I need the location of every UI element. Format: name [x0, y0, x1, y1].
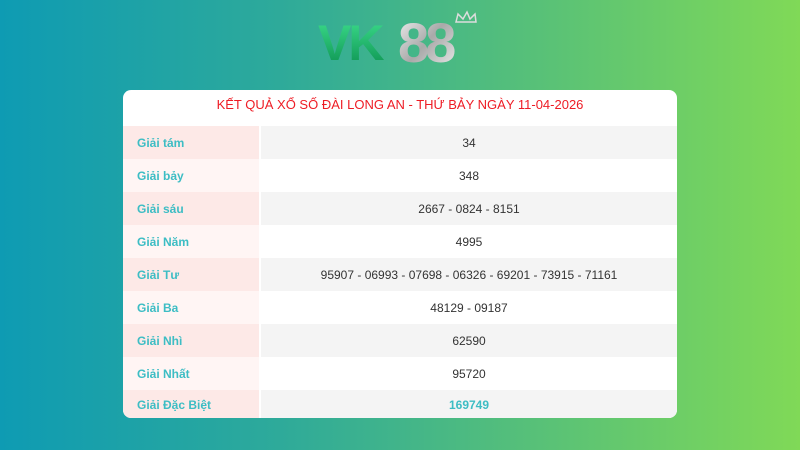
table-row: Giải Nhì 62590 [123, 324, 677, 357]
table-title: KẾT QUẢ XỔ SỐ ĐÀI LONG AN - THỨ BẢY NGÀY… [216, 97, 584, 112]
table-row: Giải sáu 2667 - 0824 - 8151 [123, 192, 677, 225]
prize-value: 95720 [261, 357, 677, 390]
svg-text:VK: VK [318, 15, 384, 68]
prize-value: 48129 - 09187 [261, 291, 677, 324]
vk88-logo: VK 88 [318, 8, 483, 74]
prize-label: Giải Năm [123, 225, 261, 258]
svg-text:88: 88 [398, 11, 455, 68]
table-row: Giải Đặc Biệt 169749 [123, 390, 677, 418]
prize-label: Giải Tư [123, 258, 261, 291]
prize-label: Giải tám [123, 126, 261, 159]
table-row: Giải Ba 48129 - 09187 [123, 291, 677, 324]
table-row: Giải bảy 348 [123, 159, 677, 192]
prize-label: Giải sáu [123, 192, 261, 225]
prize-value: 4995 [261, 225, 677, 258]
prize-label: Giải Ba [123, 291, 261, 324]
prize-value: 62590 [261, 324, 677, 357]
table-row: Giải Nhất 95720 [123, 357, 677, 390]
table-row: Giải Tư 95907 - 06993 - 07698 - 06326 - 6… [123, 258, 677, 291]
prize-label: Giải Nhì [123, 324, 261, 357]
prize-value: 169749 [261, 390, 677, 418]
prize-label: Giải Đặc Biệt [123, 390, 261, 418]
prize-value: 348 [261, 159, 677, 192]
lottery-results-table: KẾT QUẢ XỔ SỐ ĐÀI LONG AN - THỨ BẢY NGÀY… [123, 90, 677, 418]
prize-value: 34 [261, 126, 677, 159]
prize-label: Giải Nhất [123, 357, 261, 390]
prize-label: Giải bảy [123, 159, 261, 192]
table-row: Giải Năm 4995 [123, 225, 677, 258]
table-row: Giải tám 34 [123, 126, 677, 159]
prize-value: 95907 - 06993 - 07698 - 06326 - 69201 - … [261, 258, 677, 291]
prize-value: 2667 - 0824 - 8151 [261, 192, 677, 225]
